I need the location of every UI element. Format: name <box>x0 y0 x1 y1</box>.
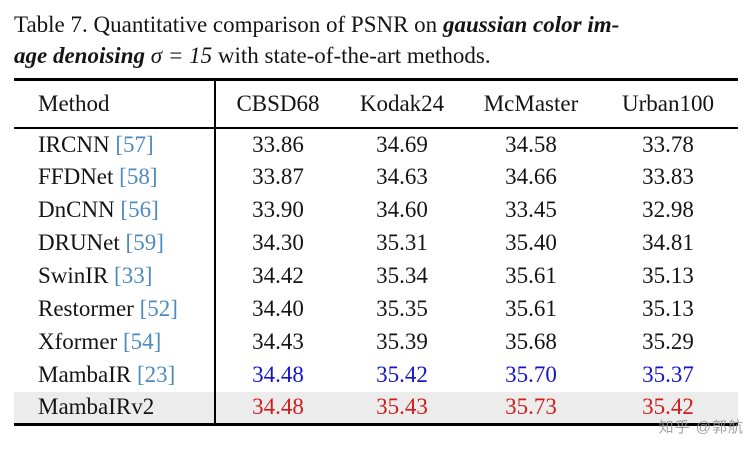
table-body: IRCNN [57] 33.86 34.69 34.58 33.78 FFDNet [58… <box>14 127 738 425</box>
psnr-value: 35.34 <box>376 263 428 288</box>
psnr-value: 33.86 <box>252 131 304 157</box>
psnr-value: 35.39 <box>376 329 428 354</box>
psnr-value: 35.29 <box>642 329 694 354</box>
caption-regular-2: with state-of-the-art methods. <box>212 43 491 68</box>
psnr-value: 35.42 <box>376 362 428 387</box>
table-caption: Table 7. Quantitative comparison of PSNR… <box>0 0 752 71</box>
table-row: MambaIR [23] 34.48 35.42 35.70 35.37 <box>14 358 738 392</box>
psnr-value: 35.13 <box>642 263 694 288</box>
psnr-value: 34.66 <box>505 164 557 189</box>
psnr-value: 34.58 <box>505 131 557 157</box>
caption-emphasis-2: age denoising <box>14 43 151 68</box>
psnr-value: 34.69 <box>376 131 428 157</box>
method-cell: MambaIR [23] <box>14 358 216 392</box>
method-cell: IRCNN [57] <box>14 127 216 161</box>
method-cell: DRUNet [59] <box>14 226 216 260</box>
psnr-value: 35.40 <box>505 230 557 255</box>
citation-link[interactable]: [23] <box>131 362 176 387</box>
table-row: Xformer [54] 34.43 35.39 35.68 35.29 <box>14 325 738 359</box>
method-cell: Restormer [52] <box>14 292 216 326</box>
method-name: SwinIR <box>38 263 109 288</box>
psnr-value: 35.68 <box>505 329 557 354</box>
table-row: SwinIR [33] 34.42 35.34 35.61 35.13 <box>14 259 738 293</box>
psnr-value: 33.78 <box>642 131 694 157</box>
header-mcmaster: McMaster <box>464 79 598 129</box>
psnr-value: 33.87 <box>252 164 304 189</box>
table-row: IRCNN [57] 33.86 34.69 34.58 33.78 <box>14 127 738 161</box>
header-method: Method <box>14 79 216 129</box>
citation-link[interactable]: [58] <box>113 164 158 189</box>
psnr-value: 35.43 <box>376 394 428 420</box>
psnr-value: 35.31 <box>376 230 428 255</box>
psnr-value: 34.81 <box>642 230 694 255</box>
psnr-value: 33.83 <box>642 164 694 189</box>
table-row: Restormer [52] 34.40 35.35 35.61 35.13 <box>14 292 738 326</box>
header-cbsd68: CBSD68 <box>215 79 340 129</box>
caption-emphasis-1: gaussian color im- <box>442 12 620 37</box>
psnr-value: 35.61 <box>505 296 557 321</box>
method-cell: SwinIR [33] <box>14 259 216 293</box>
table-row: DnCNN [56] 33.90 34.60 33.45 32.98 <box>14 193 738 227</box>
psnr-value: 34.48 <box>252 362 304 387</box>
psnr-value: 34.43 <box>252 329 304 354</box>
method-cell: DnCNN [56] <box>14 193 216 227</box>
table-header-row: Method CBSD68 Kodak24 McMaster Urban100 <box>14 79 738 129</box>
citation-link[interactable]: [56] <box>114 197 159 222</box>
psnr-value: 34.63 <box>376 164 428 189</box>
table-row: MambaIRv2 34.48 35.43 35.73 35.42 <box>14 391 738 425</box>
method-name: Restormer <box>38 296 134 321</box>
method-name: DnCNN <box>38 197 115 222</box>
psnr-value: 34.30 <box>252 230 304 255</box>
psnr-value: 35.73 <box>505 394 557 420</box>
header-urban100: Urban100 <box>598 79 738 129</box>
psnr-value: 34.40 <box>252 296 304 321</box>
psnr-value: 33.45 <box>505 197 557 222</box>
psnr-value: 32.98 <box>642 197 694 222</box>
citation-link[interactable]: [57] <box>109 131 154 157</box>
method-name: FFDNet <box>38 164 114 189</box>
psnr-value: 35.42 <box>642 394 694 420</box>
psnr-value: 35.35 <box>376 296 428 321</box>
psnr-value: 34.48 <box>252 394 304 420</box>
psnr-value: 35.61 <box>505 263 557 288</box>
citation-link[interactable]: [52] <box>133 296 178 321</box>
method-cell: FFDNet [58] <box>14 160 216 194</box>
psnr-value: 35.13 <box>642 296 694 321</box>
psnr-value: 35.37 <box>642 362 694 387</box>
method-cell: Xformer [54] <box>14 325 216 359</box>
method-name: MambaIR <box>38 362 132 387</box>
psnr-value: 35.70 <box>505 362 557 387</box>
citation-link[interactable]: [59] <box>119 230 164 255</box>
method-name: IRCNN <box>38 131 110 157</box>
table-row: DRUNet [59] 34.30 35.31 35.40 34.81 <box>14 226 738 260</box>
citation-link[interactable]: [54] <box>117 329 162 354</box>
citation-link[interactable]: [33] <box>108 263 153 288</box>
psnr-value: 34.42 <box>252 263 304 288</box>
method-name: Xformer <box>38 329 118 354</box>
table-row: FFDNet [58] 33.87 34.63 34.66 33.83 <box>14 160 738 194</box>
header-kodak24: Kodak24 <box>340 79 464 129</box>
caption-sigma: σ = 15 <box>150 43 213 68</box>
watermark: 知乎 @郭航 <box>658 419 744 436</box>
psnr-comparison-table: Method CBSD68 Kodak24 McMaster Urban100 … <box>14 78 738 426</box>
psnr-value: 33.90 <box>252 197 304 222</box>
psnr-value: 34.60 <box>376 197 428 222</box>
caption-regular-1: Table 7. Quantitative comparison of PSNR… <box>14 12 443 37</box>
method-name: MambaIRv2 <box>38 394 155 420</box>
method-cell: MambaIRv2 <box>14 391 216 425</box>
method-name: DRUNet <box>38 230 120 255</box>
